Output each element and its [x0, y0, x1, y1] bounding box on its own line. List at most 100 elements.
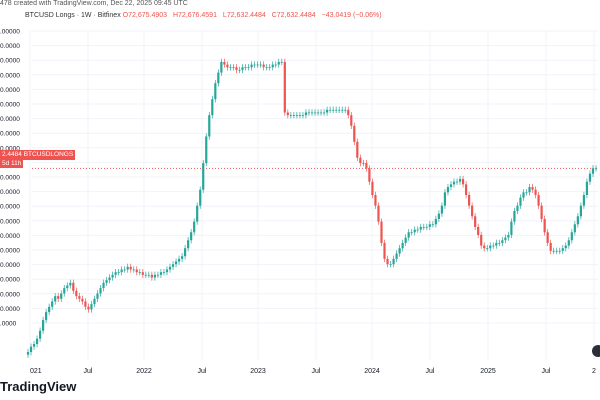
candle-body: [102, 282, 105, 289]
candle-body: [468, 195, 471, 206]
candle-body: [546, 232, 549, 243]
candle-body: [558, 250, 561, 252]
candle-body: [534, 189, 537, 195]
x-axis: 021 Jul 2022 Jul 2023 Jul 2024 Jul 2025 Jul 2: [30, 368, 596, 375]
candle-body: [464, 184, 468, 195]
legend-symbol: BTCUSD Longs · 1W · Bitfinex: [25, 12, 121, 19]
candle-body: [283, 61, 286, 113]
candle-body: [99, 288, 102, 294]
candle-body: [141, 272, 144, 275]
y-tick-label: 0.0000: [0, 248, 20, 255]
candle-body: [132, 269, 135, 271]
candle-body: [220, 61, 223, 73]
candle-body: [250, 64, 253, 68]
candle-body: [156, 274, 160, 276]
candle-body: [187, 240, 190, 249]
y-tick-label: 0.0000: [0, 262, 20, 269]
candle-body: [153, 274, 156, 278]
candle-body: [35, 338, 39, 345]
x-tick-label: Jul: [426, 368, 435, 375]
candle-body: [582, 195, 586, 206]
last-price-tag: 2.4484 BTCUSDLONGS: [0, 150, 76, 160]
candle-body: [477, 226, 480, 235]
candle-body: [443, 192, 447, 206]
candle-body: [295, 115, 298, 116]
y-tick-label: 0.0000: [0, 189, 20, 196]
candle-body: [561, 248, 564, 251]
candle-body: [326, 109, 329, 113]
legend-change: −43.0419 (−0.06%): [321, 12, 382, 19]
candle-body: [383, 242, 386, 259]
candle-body: [60, 293, 63, 299]
candle-body: [114, 272, 117, 275]
candle-body: [416, 229, 419, 231]
candle-body: [72, 282, 75, 291]
candle-body: [386, 258, 389, 265]
candle-body: [528, 187, 531, 193]
candle-body: [138, 272, 141, 273]
candle-body: [123, 269, 126, 271]
candle-body: [81, 298, 84, 302]
candle-body: [404, 237, 407, 243]
candle-body: [256, 64, 259, 66]
candle-body: [147, 274, 150, 276]
candle-body: [304, 112, 308, 116]
candle-body: [54, 296, 57, 302]
candle-body: [262, 64, 265, 68]
y-tick-label: 0.0000: [0, 233, 20, 240]
tradingview-logo: TradingView: [0, 379, 77, 394]
scroll-to-realtime-button[interactable]: [592, 345, 600, 357]
candle-body: [564, 245, 567, 249]
candle-body: [458, 179, 462, 182]
candle-body: [235, 67, 238, 70]
price-tag-value: 2.4484: [2, 151, 22, 158]
candle-body: [495, 242, 498, 246]
legend-open: O72,675.4903: [122, 12, 168, 19]
candle-body: [286, 112, 289, 116]
candle-body: [244, 67, 247, 69]
candle-body: [371, 181, 374, 195]
candle-body: [66, 285, 69, 289]
candle-body: [214, 83, 217, 100]
candle-body: [171, 264, 175, 267]
candle-body: [359, 157, 362, 164]
x-tick-label: Jul: [312, 368, 321, 375]
candle-body: [180, 256, 184, 259]
candle-body: [87, 306, 90, 310]
candle-body: [362, 163, 365, 164]
candle-body: [555, 250, 558, 252]
candle-body: [377, 205, 380, 222]
candle-body: [120, 269, 123, 273]
candle-body: [365, 163, 368, 169]
y-tick-label: 0.0000: [0, 58, 20, 65]
candle-body: [277, 61, 280, 65]
candle-body: [159, 272, 163, 275]
candle-body: [398, 248, 401, 254]
candle-body: [350, 115, 353, 126]
candle-body: [347, 109, 350, 116]
candle-body: [108, 277, 111, 281]
candle-body: [274, 64, 277, 66]
candle-body: [144, 274, 147, 276]
x-tick-label: 2024: [364, 368, 380, 375]
candle-body: [422, 226, 425, 228]
candle-body: [552, 250, 555, 252]
candle-body: [492, 245, 495, 247]
y-tick-label: 0.0000: [0, 218, 20, 225]
candle-body: [540, 205, 543, 219]
candle-body: [392, 258, 395, 265]
candle-body: [316, 112, 320, 114]
candle-body: [356, 141, 359, 158]
x-tick-label: Jul: [198, 368, 207, 375]
candle-body: [271, 64, 274, 68]
candle-body: [232, 67, 235, 69]
candle-body: [368, 168, 371, 182]
candle-body: [501, 240, 504, 243]
candle-body: [549, 242, 552, 251]
candle-body: [594, 168, 598, 170]
candle-body: [57, 296, 60, 299]
candle-body: [168, 266, 172, 270]
candle-body: [585, 181, 589, 195]
candle-body: [410, 232, 413, 234]
